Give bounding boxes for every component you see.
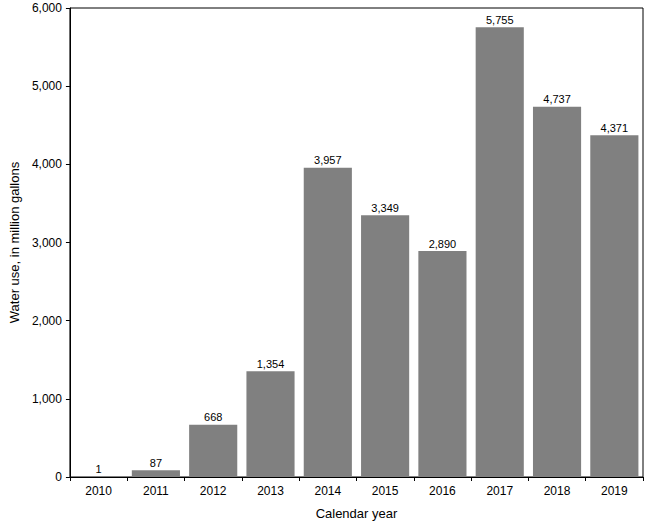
svg-text:2013: 2013 bbox=[257, 484, 284, 498]
svg-text:4,371: 4,371 bbox=[601, 122, 629, 134]
svg-text:668: 668 bbox=[204, 411, 222, 423]
svg-text:87: 87 bbox=[150, 457, 162, 469]
svg-text:1,354: 1,354 bbox=[257, 358, 285, 370]
svg-text:Calendar year: Calendar year bbox=[316, 506, 398, 521]
svg-text:2010: 2010 bbox=[85, 484, 112, 498]
svg-text:Water use, in million gallons: Water use, in million gallons bbox=[7, 161, 22, 323]
svg-text:2014: 2014 bbox=[314, 484, 341, 498]
svg-text:6,000: 6,000 bbox=[32, 1, 62, 15]
svg-text:2019: 2019 bbox=[601, 484, 628, 498]
svg-text:2015: 2015 bbox=[372, 484, 399, 498]
svg-text:3,349: 3,349 bbox=[371, 202, 399, 214]
svg-text:2012: 2012 bbox=[200, 484, 227, 498]
svg-text:5,755: 5,755 bbox=[486, 14, 514, 26]
svg-text:2016: 2016 bbox=[429, 484, 456, 498]
svg-text:5,000: 5,000 bbox=[32, 79, 62, 93]
svg-text:1,000: 1,000 bbox=[32, 392, 62, 406]
svg-text:3,000: 3,000 bbox=[32, 236, 62, 250]
svg-text:4,000: 4,000 bbox=[32, 157, 62, 171]
svg-text:4,737: 4,737 bbox=[543, 93, 571, 105]
svg-text:2,000: 2,000 bbox=[32, 314, 62, 328]
svg-text:0: 0 bbox=[55, 470, 62, 484]
svg-text:2011: 2011 bbox=[143, 484, 169, 498]
svg-text:2018: 2018 bbox=[544, 484, 571, 498]
svg-text:3,957: 3,957 bbox=[314, 154, 342, 166]
svg-text:1: 1 bbox=[96, 463, 102, 475]
svg-text:2,890: 2,890 bbox=[429, 238, 457, 250]
svg-text:2017: 2017 bbox=[486, 484, 513, 498]
